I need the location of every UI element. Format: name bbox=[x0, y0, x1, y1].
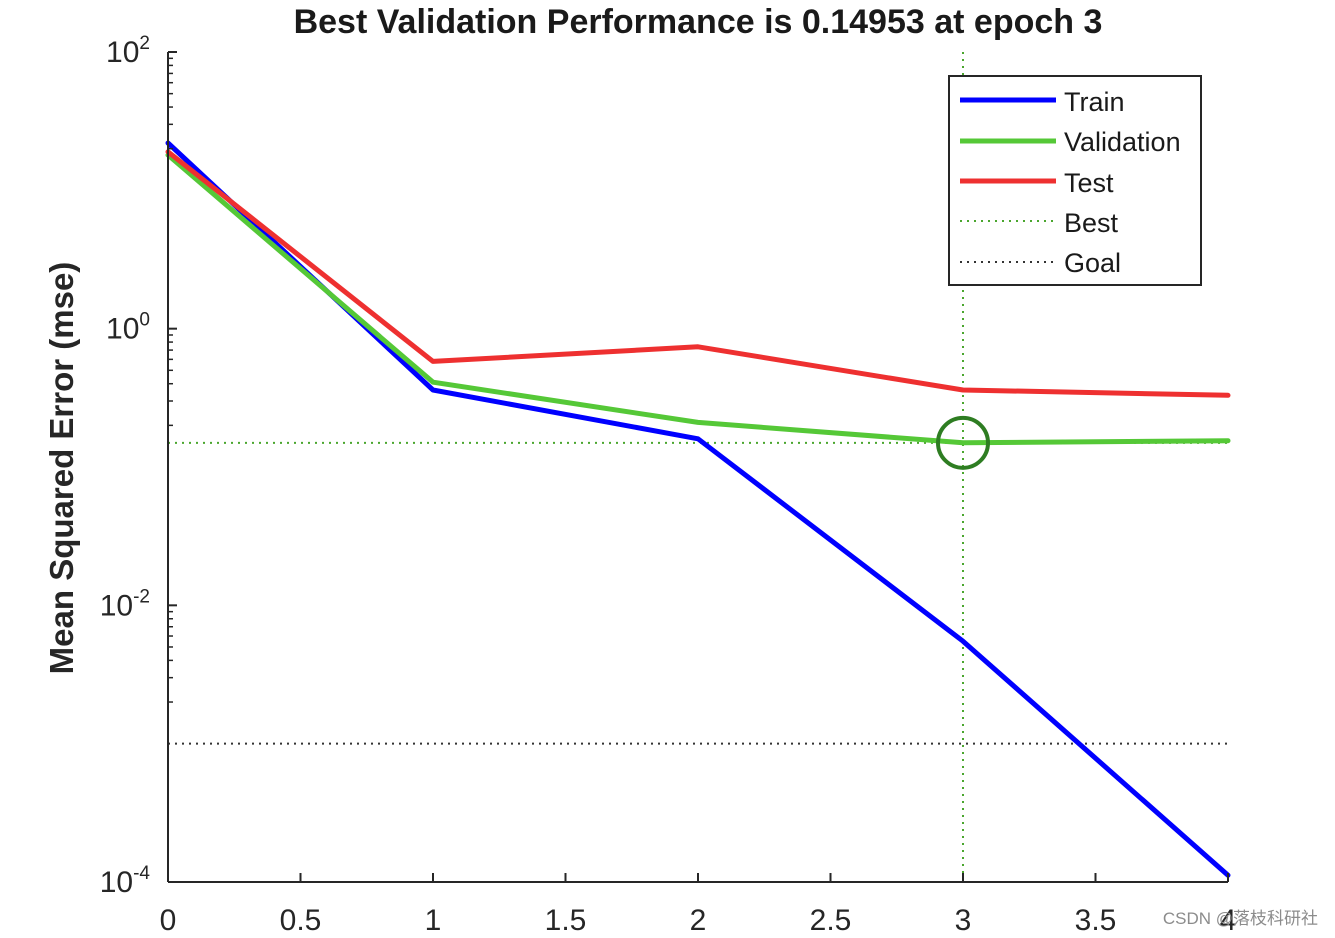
x-tick-label: 0 bbox=[160, 904, 177, 937]
x-tick-label: 4 bbox=[1220, 904, 1237, 937]
x-tick-label: 3.5 bbox=[1075, 904, 1117, 937]
x-tick-label: 1.5 bbox=[545, 904, 587, 937]
y-tick-label: 100 bbox=[106, 310, 150, 346]
legend-label-validation: Validation bbox=[1064, 127, 1181, 157]
x-tick-label: 2 bbox=[690, 904, 707, 937]
legend-label-best: Best bbox=[1064, 208, 1119, 238]
x-tick-label: 1 bbox=[425, 904, 442, 937]
tick-layer: 0 0.5 1 1.5 2 2.5 3 3.5 4 102 100 10-2 10-4 bbox=[100, 33, 1237, 937]
y-axis-label: Mean Squared Error (mse) bbox=[43, 262, 80, 675]
x-tick-label: 3 bbox=[955, 904, 972, 937]
series-layer bbox=[165, 140, 1231, 878]
chart-title: Best Validation Performance is 0.14953 a… bbox=[294, 3, 1103, 41]
y-tick-label: 10-2 bbox=[100, 586, 150, 622]
best-marker-circle bbox=[936, 415, 990, 470]
legend-label-test: Test bbox=[1064, 168, 1114, 198]
legend: Train Validation Test Best Goal bbox=[948, 75, 1202, 286]
series-line-validation bbox=[165, 152, 1231, 446]
legend-label-train: Train bbox=[1064, 87, 1125, 117]
y-tick-label: 102 bbox=[106, 33, 150, 69]
y-tick-label: 10-4 bbox=[100, 863, 151, 899]
watermark-text: CSDN @落枝科研社 bbox=[1163, 909, 1318, 928]
x-tick-label: 0.5 bbox=[280, 904, 322, 937]
series-line-test bbox=[165, 149, 1231, 398]
legend-label-goal: Goal bbox=[1064, 248, 1121, 278]
x-tick-label: 2.5 bbox=[810, 904, 852, 937]
